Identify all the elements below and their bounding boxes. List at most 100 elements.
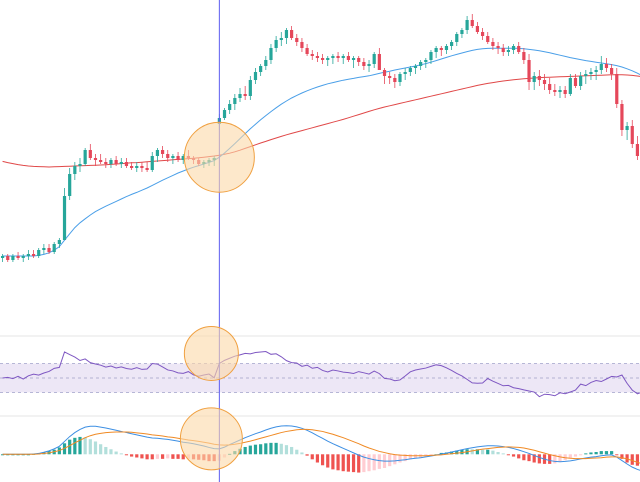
candle-body bbox=[351, 58, 356, 60]
macd-histogram-bar bbox=[73, 437, 77, 455]
candle-body bbox=[248, 80, 252, 96]
macd-pane[interactable] bbox=[0, 415, 640, 473]
macd-histogram-bar bbox=[630, 454, 634, 465]
macd-histogram-bar bbox=[615, 454, 619, 456]
candle-body bbox=[140, 166, 144, 168]
macd-histogram-bar bbox=[176, 454, 180, 459]
candle-body bbox=[579, 76, 583, 86]
macd-histogram-bar bbox=[579, 454, 583, 456]
macd-histogram-bar bbox=[326, 454, 330, 468]
candle-body bbox=[444, 46, 449, 50]
candle bbox=[398, 72, 402, 86]
candle bbox=[372, 52, 376, 68]
candle-body bbox=[341, 56, 345, 58]
candle bbox=[73, 162, 77, 180]
candle-body bbox=[470, 20, 474, 26]
candle-body bbox=[599, 64, 603, 70]
macd-histogram-bar bbox=[589, 452, 593, 455]
candle-body bbox=[403, 72, 407, 74]
candle bbox=[532, 72, 536, 90]
price-pane[interactable] bbox=[0, 14, 640, 262]
candle bbox=[326, 56, 330, 66]
rsi-pane[interactable] bbox=[0, 335, 640, 398]
macd-histogram-bar bbox=[537, 454, 541, 464]
macd-histogram-bar bbox=[480, 449, 485, 455]
candle bbox=[253, 68, 258, 84]
macd-histogram-bar bbox=[150, 454, 154, 460]
candle-body bbox=[47, 248, 51, 252]
candle bbox=[264, 56, 268, 70]
candle-body bbox=[527, 60, 531, 82]
candle-body bbox=[331, 56, 335, 58]
candle-body bbox=[119, 162, 123, 164]
candle-body bbox=[372, 54, 376, 64]
candle bbox=[83, 148, 87, 166]
candle-body bbox=[336, 56, 340, 58]
macd-histogram-bar bbox=[181, 454, 185, 460]
candle bbox=[553, 84, 557, 96]
candle-body bbox=[315, 56, 320, 58]
macd-histogram-bar bbox=[68, 439, 72, 455]
candle-body bbox=[93, 158, 98, 160]
candle bbox=[615, 68, 619, 108]
candle bbox=[501, 44, 505, 56]
candle bbox=[377, 48, 381, 70]
macd-histogram-bar bbox=[470, 449, 474, 455]
macd-histogram-bar bbox=[604, 451, 609, 455]
macd-histogram-bar bbox=[166, 454, 170, 459]
macd-histogram-bar bbox=[548, 454, 552, 464]
macd-histogram-bar bbox=[568, 454, 572, 459]
candle-body bbox=[635, 144, 640, 156]
candle-body bbox=[269, 48, 273, 60]
fast-moving-average-line bbox=[2, 47, 640, 257]
candle-body bbox=[88, 150, 92, 158]
candle-body bbox=[548, 84, 552, 90]
macd-histogram-bar bbox=[517, 454, 521, 459]
candle-body bbox=[295, 38, 299, 42]
rsi-line bbox=[2, 350, 640, 398]
candle bbox=[243, 86, 247, 100]
candle-body bbox=[290, 30, 294, 38]
candle-body bbox=[31, 254, 36, 256]
candle bbox=[26, 250, 30, 260]
macd-histogram-bar bbox=[145, 454, 149, 460]
macd-histogram-bar bbox=[300, 452, 304, 455]
macd-histogram-bar bbox=[341, 454, 345, 472]
candle-body bbox=[62, 196, 67, 240]
candle bbox=[584, 70, 588, 84]
candle bbox=[630, 120, 634, 148]
macd-histogram-bar bbox=[88, 439, 92, 455]
candle bbox=[6, 254, 10, 262]
candle bbox=[300, 38, 304, 52]
macd-histogram-bar bbox=[398, 454, 402, 463]
macd-line bbox=[2, 425, 640, 471]
candle bbox=[610, 64, 614, 80]
macd-histogram-bar bbox=[114, 451, 118, 455]
candle-body bbox=[243, 94, 247, 96]
candle bbox=[548, 78, 552, 94]
candle bbox=[331, 54, 335, 64]
candle bbox=[171, 154, 175, 164]
candle-body bbox=[589, 72, 593, 74]
candle-body bbox=[160, 150, 165, 154]
macd-histogram-bar bbox=[171, 454, 175, 459]
candle bbox=[357, 56, 361, 66]
candle-body bbox=[496, 46, 500, 48]
candle-body bbox=[42, 248, 46, 250]
candle bbox=[176, 152, 180, 162]
candle-body bbox=[408, 68, 412, 72]
candle-body bbox=[455, 34, 459, 42]
candle-body bbox=[568, 78, 572, 94]
macd-histogram-bar bbox=[486, 449, 490, 455]
candle bbox=[166, 150, 170, 162]
macd-histogram-bar bbox=[140, 454, 144, 459]
candle-body bbox=[166, 154, 170, 158]
candle bbox=[455, 32, 459, 46]
candle-body bbox=[326, 58, 330, 60]
candle bbox=[450, 40, 454, 50]
candle bbox=[11, 254, 15, 262]
candle-body bbox=[460, 30, 464, 34]
candle bbox=[228, 100, 232, 114]
